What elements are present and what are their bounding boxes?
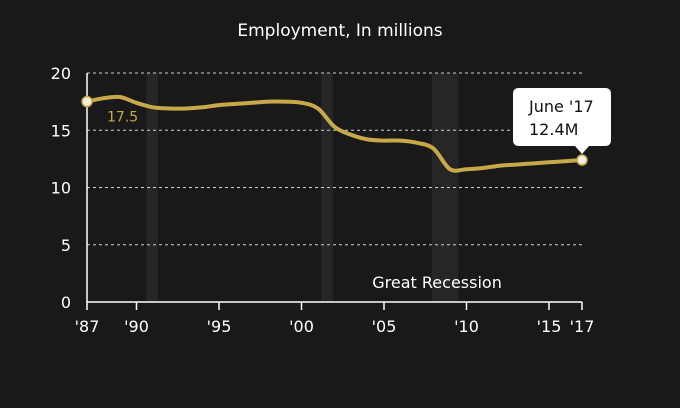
- callout-value: 12.4M: [529, 120, 578, 139]
- callout-date: June '17: [528, 97, 594, 116]
- x-tick-label: '05: [372, 317, 397, 336]
- x-tick-label: '87: [75, 317, 100, 336]
- chart-title: Employment, In millions: [237, 21, 442, 41]
- recession-band-0: [146, 73, 158, 302]
- gridlines: [87, 72, 582, 246]
- callout-box: [513, 88, 611, 155]
- x-axis-ticks: '87 '90 '95 '00 '05 '10 '15 '17: [75, 302, 595, 336]
- x-tick-label: '17: [570, 317, 595, 336]
- x-tick-label: '90: [124, 317, 149, 336]
- employment-series-line: [85, 94, 584, 173]
- x-tick-label: '00: [289, 317, 314, 336]
- y-axis-ticks: 0 5 10 15 20: [51, 64, 71, 312]
- recession-label: Great Recession: [372, 273, 502, 292]
- end-callout: June '17 12.4M: [513, 88, 611, 155]
- x-tick-label: '10: [454, 317, 479, 336]
- y-tick-label: 10: [51, 179, 71, 198]
- x-tick-label: '15: [537, 317, 562, 336]
- start-point: [81, 95, 93, 108]
- start-value-label: 17.5: [107, 110, 138, 126]
- y-tick-label: 20: [51, 64, 71, 83]
- y-tick-label: 15: [51, 121, 71, 140]
- x-tick-label: '95: [207, 317, 232, 336]
- y-tick-label: 5: [61, 236, 71, 255]
- y-tick-label: 0: [61, 293, 71, 312]
- end-point: [576, 154, 588, 166]
